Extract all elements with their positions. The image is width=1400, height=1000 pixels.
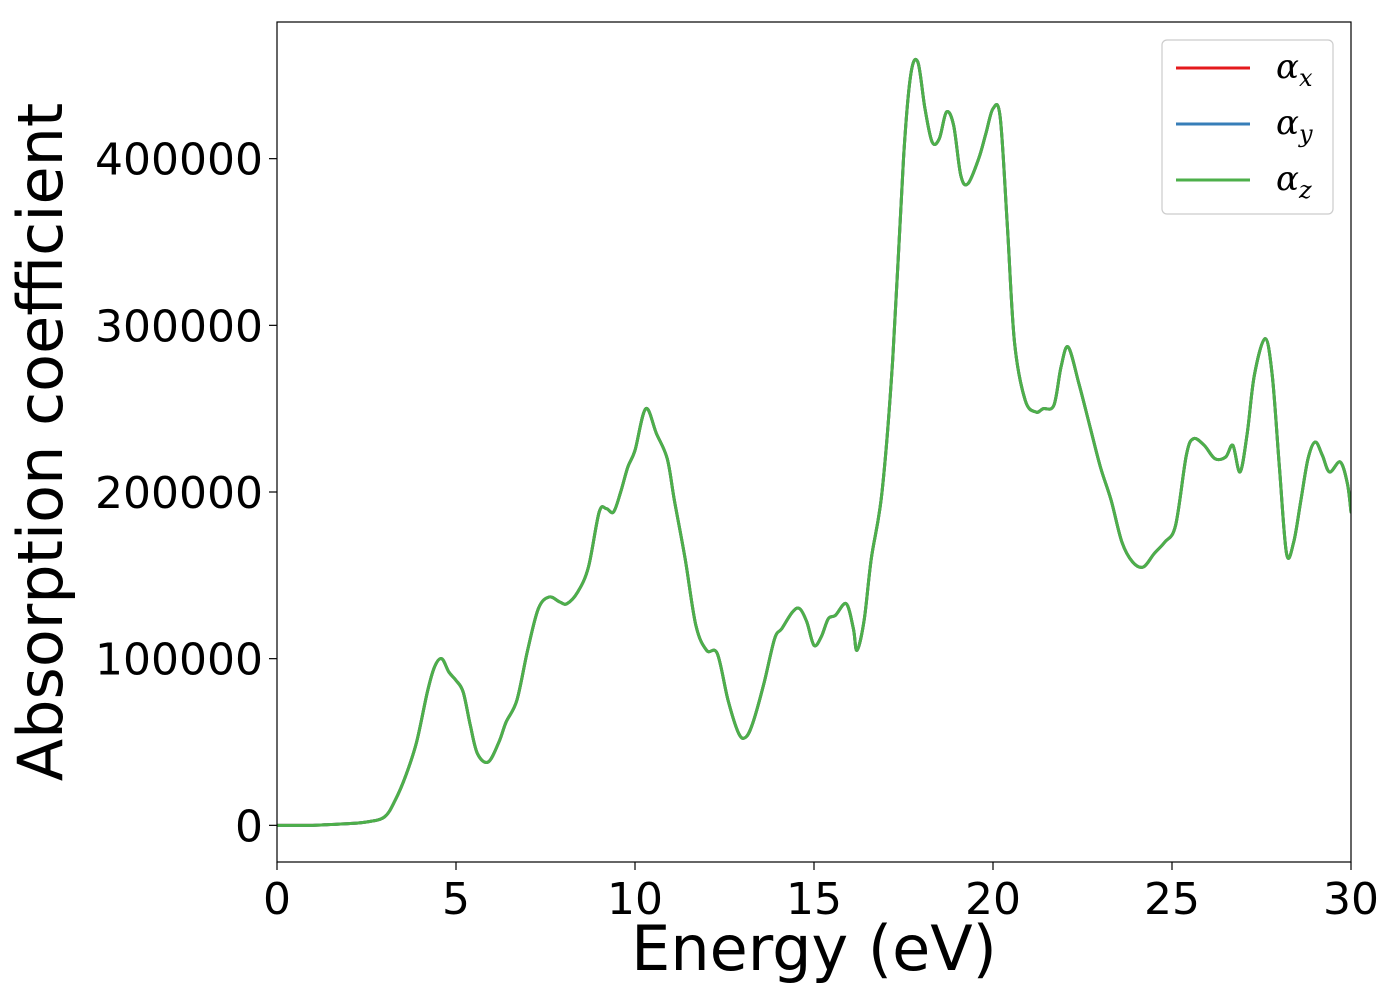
legend-label: αy xyxy=(1276,103,1313,148)
series-line-alpha-z xyxy=(277,57,1351,827)
x-tick-label: 5 xyxy=(442,874,470,925)
x-tick-label: 0 xyxy=(263,874,291,925)
x-tick-label: 25 xyxy=(1144,874,1200,925)
x-axis: 0 5 10 15 20 25 30 xyxy=(263,862,1379,925)
x-tick-label: 15 xyxy=(786,874,842,925)
y-tick-label: 100000 xyxy=(95,635,263,686)
y-tick-label: 0 xyxy=(235,801,263,852)
x-tick-label: 20 xyxy=(965,874,1021,925)
y-tick-label: 300000 xyxy=(95,301,263,352)
y-tick-label: 200000 xyxy=(95,468,263,519)
y-axis: 0 100000 200000 300000 400000 xyxy=(95,135,277,852)
series-layer xyxy=(277,57,1351,827)
x-tick-label: 10 xyxy=(607,874,663,925)
legend-label: αx xyxy=(1276,47,1313,92)
y-tick-label: 400000 xyxy=(95,135,263,186)
x-tick-label: 30 xyxy=(1323,874,1379,925)
y-axis-label: Absorption coefficient xyxy=(4,103,77,782)
legend-frame xyxy=(1161,39,1334,215)
legend: αx αy αz xyxy=(1161,39,1334,215)
legend-label: αz xyxy=(1276,159,1312,204)
x-axis-label: Energy (eV) xyxy=(631,912,997,985)
